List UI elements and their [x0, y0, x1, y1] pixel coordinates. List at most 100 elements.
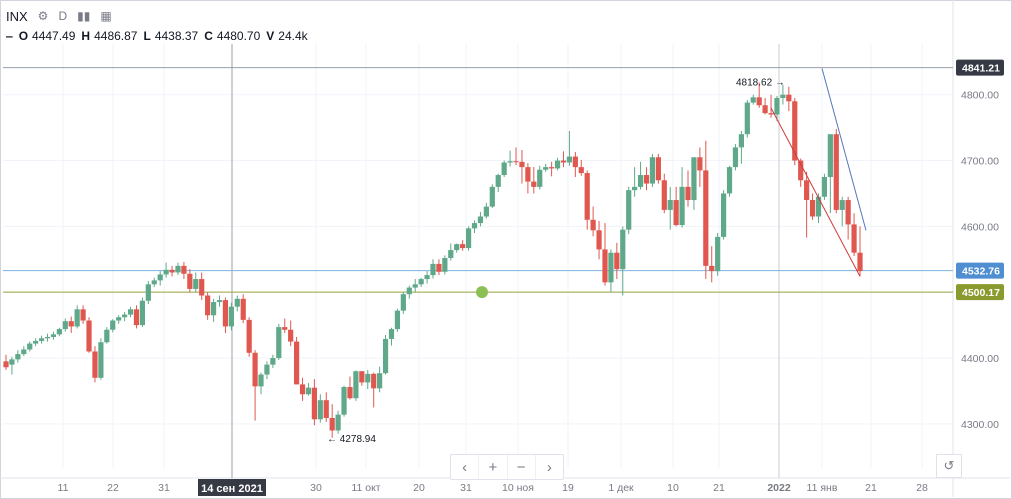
candle-body	[685, 186, 691, 201]
candle-body	[809, 200, 816, 217]
candle-body	[377, 373, 383, 389]
candle-body	[21, 349, 27, 355]
candle-body	[145, 284, 151, 301]
y-tick-label: 4300.00	[961, 419, 999, 431]
x-tick-label: 1 дек	[608, 482, 634, 494]
candle-body	[643, 175, 650, 184]
candle-body	[465, 228, 472, 249]
minus-icon[interactable]: ‒	[6, 29, 13, 43]
x-tick-label: 21	[865, 482, 877, 494]
candle-body	[335, 414, 341, 431]
candle-body	[38, 338, 45, 341]
candle-body	[258, 374, 264, 387]
candle-body	[33, 340, 39, 344]
interval-label[interactable]: D	[58, 9, 68, 23]
close-label: C	[204, 29, 213, 43]
candle-body	[80, 309, 86, 321]
y-tick-label: 4400.00	[961, 353, 999, 365]
scroll-right-button[interactable]: ›	[546, 458, 552, 476]
candle-body	[216, 300, 223, 303]
candle-body	[786, 94, 792, 102]
candle-body	[845, 200, 851, 225]
reset-chart-button[interactable]: ↺	[936, 454, 962, 478]
candle-body	[157, 274, 163, 281]
candle-body	[703, 170, 709, 266]
y-tick-label: 4600.00	[961, 221, 999, 233]
candle-body	[726, 167, 733, 194]
candle-body	[98, 342, 104, 378]
candle-body	[299, 384, 306, 395]
candle-body	[430, 263, 436, 276]
bar-chart-icon[interactable]: ▮▮	[77, 9, 91, 23]
candle-body	[92, 351, 98, 378]
candle-body	[56, 329, 62, 335]
candle-body	[839, 200, 845, 210]
candle-body	[768, 113, 774, 115]
candle-body	[448, 250, 454, 258]
candle-body	[44, 336, 51, 339]
open-value: 4447.49	[32, 29, 76, 43]
candle-body	[632, 186, 638, 191]
candle-body	[347, 387, 353, 399]
price-label-text: 4500.17	[962, 287, 1000, 299]
candle-body	[68, 321, 74, 327]
marker-dot	[476, 286, 488, 299]
candle-body	[774, 97, 780, 115]
low-label: L	[143, 29, 151, 43]
candle-body	[394, 310, 401, 330]
candle-body	[833, 134, 839, 210]
candle-body	[305, 387, 312, 395]
candle-body	[857, 252, 863, 272]
candle-body	[614, 252, 620, 270]
candle-body	[163, 269, 169, 275]
candle-body	[560, 160, 567, 163]
candle-body	[655, 157, 661, 181]
scroll-left-button[interactable]: ‹	[451, 455, 480, 479]
candle-body	[513, 161, 519, 163]
candle-body	[240, 298, 246, 320]
candle-body	[264, 364, 270, 375]
zoom-in-button[interactable]: +	[479, 455, 508, 479]
candle-body	[697, 157, 703, 171]
candle-body	[673, 200, 679, 226]
x-tick-label: 28	[916, 482, 928, 494]
candle-body	[122, 314, 128, 318]
candle-body	[626, 190, 632, 230]
symbol-label[interactable]: INX	[6, 8, 28, 24]
price-label-box	[956, 262, 1004, 279]
candle-body	[127, 309, 134, 315]
zoom-out-button[interactable]: −	[508, 455, 536, 479]
crosshair-date-box	[198, 479, 266, 496]
candle-body	[501, 162, 507, 176]
candle-body	[798, 160, 804, 181]
candle-body	[50, 334, 57, 337]
candle-body	[744, 102, 750, 135]
candle-body	[507, 161, 513, 163]
candle-body	[329, 417, 335, 431]
candle-body	[460, 244, 466, 249]
candle-body	[424, 275, 430, 280]
candle-body	[566, 156, 573, 163]
gear-icon[interactable]: ⚙	[37, 9, 49, 23]
candle-body	[187, 273, 193, 289]
candle-body	[827, 134, 833, 177]
x-tick-label: 31	[460, 482, 472, 494]
x-tick-label: 22	[107, 482, 119, 494]
candle-body	[608, 252, 614, 283]
x-tick-label: 11	[58, 482, 69, 494]
candle-body	[412, 284, 418, 288]
chart-type-icon[interactable]: ▦	[100, 9, 112, 23]
price-label-box	[956, 284, 1004, 301]
candle-body	[519, 161, 525, 168]
y-tick-label: 4800.00	[961, 90, 999, 102]
candle-body	[537, 169, 543, 187]
x-tick-label: 2022	[767, 482, 791, 494]
candle-body	[732, 147, 739, 168]
candle-body	[323, 400, 329, 418]
candle-body	[116, 317, 122, 321]
x-tick-label: 11 янв	[807, 482, 838, 494]
candle-body	[821, 176, 828, 197]
x-tick-label: 21	[713, 482, 725, 494]
x-tick-label: 11 окт	[351, 482, 380, 494]
